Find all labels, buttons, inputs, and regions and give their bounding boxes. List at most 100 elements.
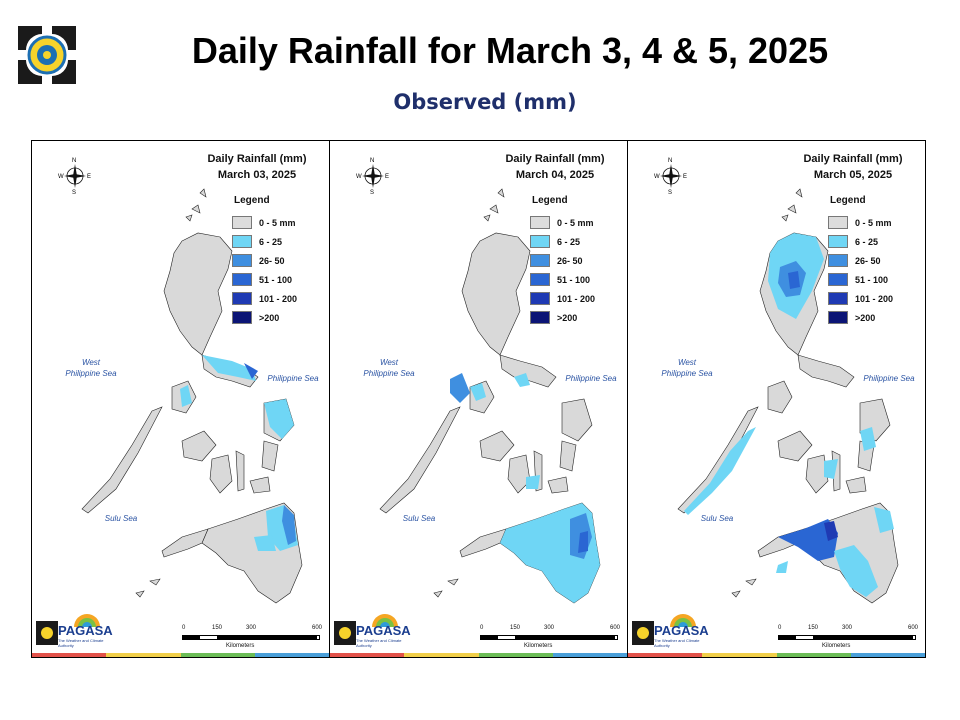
sea-label-sulu: Sulu Sea — [700, 514, 734, 523]
legend-label: 101 - 200 — [259, 293, 298, 304]
scale-bar: 0 150 300 600 Kilometers — [480, 625, 626, 655]
legend-label: 6 - 25 — [557, 236, 581, 247]
sea-label-line: Philippine Sea — [363, 369, 415, 378]
legend: Legend 0 - 5 mm 6 - 25 26- 50 51 - 100 1… — [530, 195, 620, 327]
rain-area — [834, 545, 878, 597]
svg-text:S: S — [668, 190, 672, 195]
legend-swatch — [530, 273, 550, 286]
rain-area — [824, 459, 838, 479]
legend-row: 51 - 100 — [530, 270, 620, 289]
legend: Legend 0 - 5 mm 6 - 25 26- 50 51 - 100 1… — [828, 195, 918, 327]
legend-row: >200 — [828, 308, 918, 327]
rain-area — [776, 561, 788, 573]
sea-label-line: Philippine Sea — [65, 369, 117, 378]
rain-area — [788, 271, 800, 289]
legend-swatch — [232, 216, 252, 229]
scale-tick: 150 — [510, 625, 521, 631]
map-panel-march-05: N S W E Daily Rainfall (mm) March 05, 20… — [628, 141, 925, 657]
scale-tick: 0 — [778, 625, 782, 631]
legend-label: 101 - 200 — [557, 293, 596, 304]
legend-swatch — [828, 216, 848, 229]
scale-tick: 0 — [182, 625, 186, 631]
rain-area — [684, 427, 756, 515]
color-stripe — [32, 653, 329, 657]
sea-label-line: West — [81, 358, 101, 367]
rain-area — [874, 507, 894, 533]
philippines-map — [379, 188, 601, 604]
legend-swatch — [232, 235, 252, 248]
legend-label: 0 - 5 mm — [855, 217, 892, 228]
legend-row: 6 - 25 — [530, 232, 620, 251]
scale-tick: 300 — [842, 625, 853, 631]
dost-small-icon — [632, 621, 654, 645]
legend-row: 0 - 5 mm — [828, 213, 918, 232]
sea-label-line: West — [379, 358, 399, 367]
legend-row: 51 - 100 — [232, 270, 322, 289]
svg-text:W: W — [58, 174, 64, 180]
legend-label: 101 - 200 — [855, 293, 894, 304]
panel-date: March 04, 2025 — [515, 169, 595, 181]
sea-label-west: West Philippine Sea — [56, 357, 126, 379]
sea-label-sulu: Sulu Sea — [402, 514, 436, 523]
panel-title: Daily Rainfall (mm) March 04, 2025 — [495, 151, 615, 183]
dost-small-icon — [36, 621, 58, 645]
svg-text:S: S — [370, 190, 374, 195]
legend-swatch — [232, 311, 252, 324]
scale-unit: Kilometers — [524, 643, 553, 649]
sea-label-east: Philippine Sea — [863, 374, 915, 383]
scale-tick: 150 — [808, 625, 819, 631]
scale-unit: Kilometers — [822, 643, 851, 649]
sea-label-west: West Philippine Sea — [652, 357, 722, 379]
legend-title: Legend — [532, 195, 568, 206]
legend-row: 0 - 5 mm — [232, 213, 322, 232]
legend-label: 51 - 100 — [855, 274, 889, 285]
compass-rose-icon: N S W E — [356, 158, 389, 195]
svg-text:W: W — [654, 174, 660, 180]
sea-label-line: West — [677, 358, 697, 367]
agency-name: PAGASA — [654, 623, 709, 638]
legend-swatch — [530, 235, 550, 248]
svg-text:E: E — [87, 174, 91, 180]
scale-unit: Kilometers — [226, 643, 255, 649]
panel-date: March 03, 2025 — [217, 169, 297, 181]
rain-area — [514, 373, 530, 387]
scale-bar: 0 150 300 600 Kilometers — [182, 625, 328, 655]
agency-name: PAGASA — [356, 623, 411, 638]
scale-bar-graphic — [480, 635, 618, 640]
scale-tick: 600 — [908, 625, 919, 631]
legend-swatch — [828, 235, 848, 248]
scale-tick: 300 — [544, 625, 555, 631]
agency-tagline: The Weather and Climate Authority — [356, 638, 402, 648]
panel-title-text: Daily Rainfall (mm) — [505, 153, 605, 165]
philippines-map — [81, 188, 303, 604]
rainbow-umbrella-icon — [372, 614, 398, 627]
rain-area — [824, 521, 838, 541]
legend-swatch — [530, 254, 550, 267]
sea-label-west: West Philippine Sea — [354, 357, 424, 379]
scale-tick: 150 — [212, 625, 223, 631]
compass-rose-icon: N S W E — [58, 158, 91, 195]
legend-label: 6 - 25 — [855, 236, 879, 247]
legend-label: 51 - 100 — [259, 274, 293, 285]
legend-row: 26- 50 — [232, 251, 322, 270]
svg-text:N: N — [370, 158, 374, 164]
legend-label: >200 — [259, 312, 280, 323]
scale-bar-graphic — [778, 635, 916, 640]
dost-small-icon — [334, 621, 356, 645]
legend-row: 51 - 100 — [828, 270, 918, 289]
rain-area — [180, 385, 192, 407]
legend-swatch — [232, 254, 252, 267]
panel-date: March 05, 2025 — [813, 169, 893, 181]
legend-swatch — [530, 216, 550, 229]
map-panel-march-03: N S W E Daily Rainfall (mm) March 03, 20… — [32, 141, 330, 657]
legend-row: 6 - 25 — [232, 232, 322, 251]
page-subtitle: Observed (mm) — [393, 90, 577, 114]
rain-area — [526, 475, 540, 489]
legend-swatch — [530, 292, 550, 305]
legend-label: 51 - 100 — [557, 274, 591, 285]
legend-swatch — [828, 292, 848, 305]
map-panel-march-04: N S W E Daily Rainfall (mm) March 04, 20… — [330, 141, 628, 657]
scale-bar: 0 150 300 600 Kilometers — [778, 625, 924, 655]
rain-area — [578, 531, 588, 553]
map-panels: N S W E Daily Rainfall (mm) March 03, 20… — [31, 140, 926, 658]
